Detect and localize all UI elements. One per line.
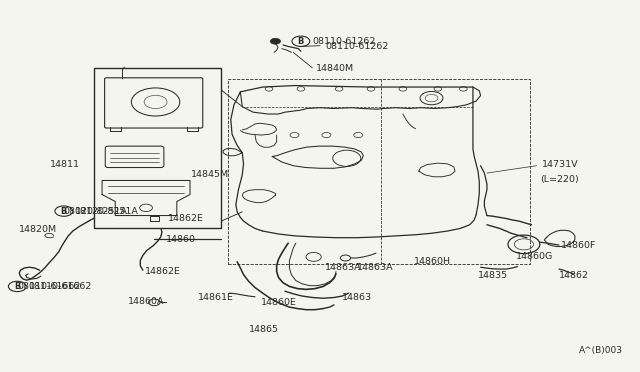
Text: 14863: 14863 [342, 293, 372, 302]
Text: 08110-61662: 08110-61662 [28, 282, 92, 291]
Text: 08120-8251A: 08120-8251A [75, 206, 138, 216]
Text: 08110-61662: 08110-61662 [17, 282, 81, 291]
Text: 14862E: 14862E [168, 214, 204, 223]
Text: (L=220): (L=220) [540, 175, 579, 184]
Text: B: B [298, 37, 304, 46]
Text: 14835: 14835 [478, 271, 508, 280]
Text: 08120-8251A: 08120-8251A [64, 206, 128, 216]
Text: 14840M: 14840M [316, 64, 354, 73]
Text: 14860E: 14860E [261, 298, 297, 307]
Text: 14845M: 14845M [191, 170, 229, 179]
Text: A^(B)003: A^(B)003 [579, 346, 623, 355]
Text: 14865: 14865 [248, 325, 278, 334]
Text: 14861E: 14861E [198, 293, 234, 302]
Text: 14860F: 14860F [561, 241, 596, 250]
Text: 08110-61262: 08110-61262 [312, 37, 376, 46]
Text: 14860A: 14860A [127, 297, 164, 306]
Text: 14860H: 14860H [414, 257, 451, 266]
Text: 14860: 14860 [166, 235, 196, 244]
Text: 14862: 14862 [559, 271, 589, 280]
Text: 14731V: 14731V [541, 160, 579, 169]
Circle shape [270, 38, 280, 44]
Bar [94, 68, 221, 228]
Text: 14860G: 14860G [516, 252, 554, 262]
Text: 14863A: 14863A [325, 263, 362, 272]
Text: B: B [61, 206, 67, 216]
Text: 14863A: 14863A [357, 263, 394, 272]
Text: 14811: 14811 [50, 160, 80, 169]
Text: 08110-61262: 08110-61262 [325, 42, 388, 51]
Bar [228, 79, 531, 263]
Bar [150, 215, 159, 221]
Text: 14820M: 14820M [19, 225, 57, 234]
Text: 14862E: 14862E [145, 267, 181, 276]
Text: B: B [14, 282, 20, 291]
